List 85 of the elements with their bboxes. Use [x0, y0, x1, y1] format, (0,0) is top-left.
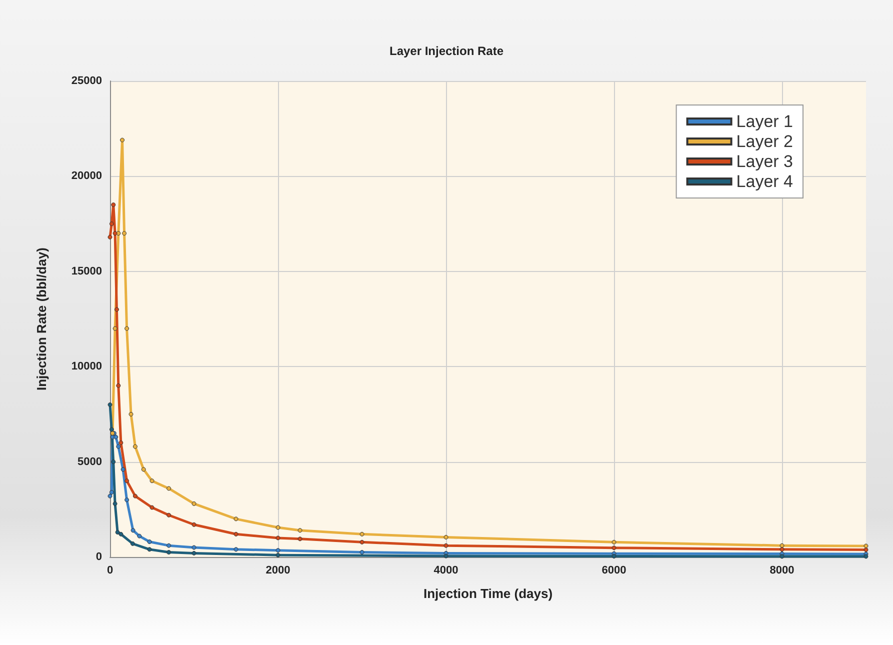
point: [864, 554, 868, 559]
point: [780, 554, 784, 559]
point: [122, 231, 127, 236]
point: [360, 540, 364, 544]
point: [444, 534, 448, 540]
point: [612, 546, 616, 550]
point: [137, 534, 142, 538]
point: [115, 530, 120, 534]
point: [192, 522, 196, 527]
point: [132, 444, 138, 449]
point: [234, 516, 238, 522]
point: [128, 412, 134, 416]
point: [116, 444, 121, 449]
legend-label: Layer 2: [736, 132, 793, 151]
point: [166, 543, 172, 548]
point: [112, 231, 118, 236]
y-tick-label: 0: [96, 551, 102, 563]
legend-label: Layer 1: [736, 112, 793, 131]
point: [118, 440, 124, 446]
point: [114, 434, 118, 440]
point: [109, 427, 114, 432]
y-tick-label: 10000: [71, 360, 102, 373]
point: [612, 554, 616, 558]
point: [166, 550, 172, 554]
point: [150, 478, 154, 484]
x-tick-label: 0: [106, 564, 114, 576]
y-tick-label: 15000: [71, 265, 102, 278]
point: [192, 501, 196, 506]
point: [360, 532, 364, 536]
point: [111, 202, 116, 208]
point: [114, 307, 119, 312]
point: [234, 532, 238, 536]
legend-label: Layer 4: [736, 172, 793, 191]
point: [444, 554, 448, 558]
y-tick-label: 5000: [78, 456, 102, 468]
point: [612, 540, 616, 544]
point: [298, 536, 302, 542]
point: [118, 532, 124, 536]
point: [120, 467, 126, 472]
point: [276, 552, 280, 558]
point: [166, 486, 172, 491]
point: [147, 540, 152, 544]
point: [132, 494, 138, 498]
point: [864, 544, 868, 548]
point: [141, 467, 146, 472]
y-tick-label: 20000: [71, 170, 102, 182]
point: [780, 543, 784, 548]
point: [116, 383, 121, 388]
point: [192, 545, 196, 550]
point: [360, 550, 364, 554]
point: [124, 498, 130, 502]
point: [130, 528, 136, 533]
point: [276, 548, 280, 553]
point: [109, 490, 114, 495]
point: [444, 543, 448, 548]
point: [234, 547, 238, 552]
point: [124, 478, 130, 484]
point: [130, 541, 135, 546]
point: [276, 536, 280, 540]
point: [108, 402, 112, 407]
point: [166, 512, 172, 518]
point: [120, 138, 125, 142]
chart-title: Layer Injection Rate: [389, 44, 504, 58]
point: [112, 326, 118, 331]
point: [108, 494, 112, 498]
x-axis-title: Injection Time (days): [423, 586, 553, 601]
point: [780, 547, 784, 552]
point: [147, 547, 152, 552]
x-tick-label: 6000: [602, 564, 626, 576]
point: [108, 234, 112, 240]
point: [150, 505, 154, 510]
point: [112, 501, 118, 506]
x-tick-label: 2000: [266, 564, 290, 576]
point: [111, 460, 116, 464]
point: [864, 548, 868, 552]
point: [109, 222, 114, 226]
y-tick-label: 25000: [71, 75, 102, 87]
legend-label: Layer 3: [736, 152, 793, 171]
x-tick-label: 4000: [434, 564, 458, 576]
point: [124, 326, 130, 331]
point: [298, 528, 302, 533]
x-tick-label: 8000: [770, 564, 794, 576]
y-axis-title: Injection Rate (bbl/day): [34, 247, 49, 391]
point: [192, 550, 196, 556]
point: [276, 525, 280, 530]
